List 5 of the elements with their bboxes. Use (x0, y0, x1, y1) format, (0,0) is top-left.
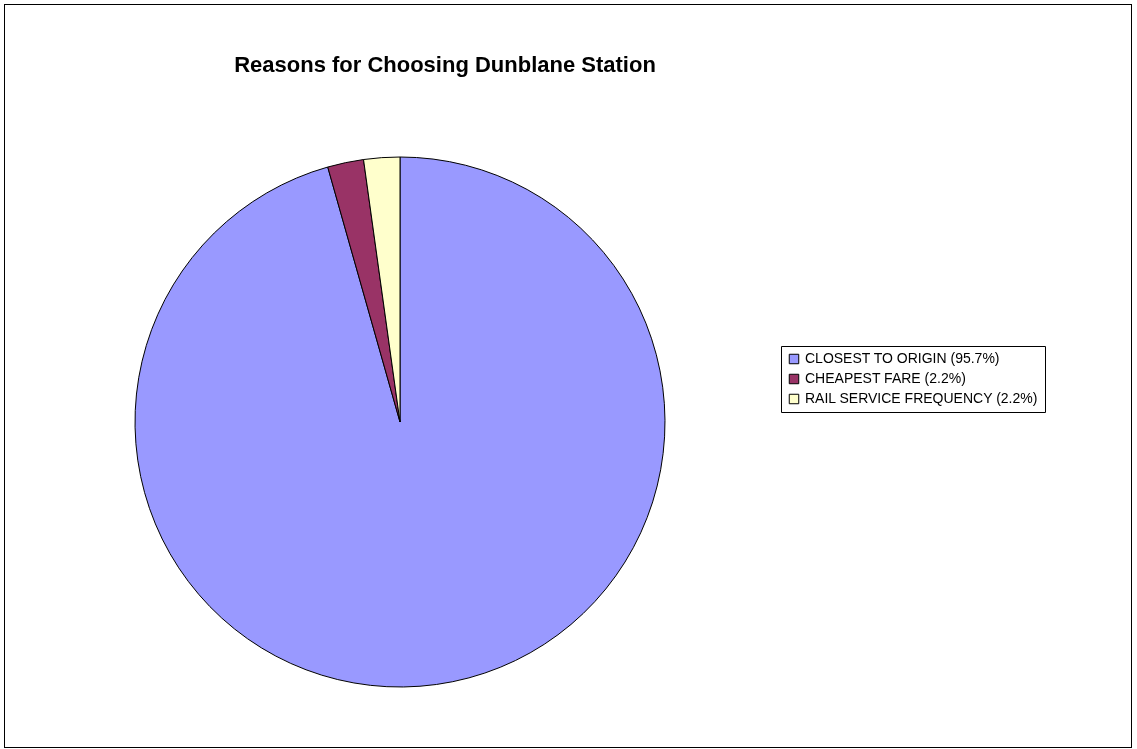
legend-label: CHEAPEST FARE (2.2%) (805, 370, 966, 386)
legend-label: RAIL SERVICE FREQUENCY (2.2%) (805, 390, 1038, 406)
pie-slice (134, 156, 666, 688)
legend-label: CLOSEST TO ORIGIN (95.7%) (805, 350, 1000, 366)
chart-title: Reasons for Choosing Dunblane Station (234, 52, 656, 77)
